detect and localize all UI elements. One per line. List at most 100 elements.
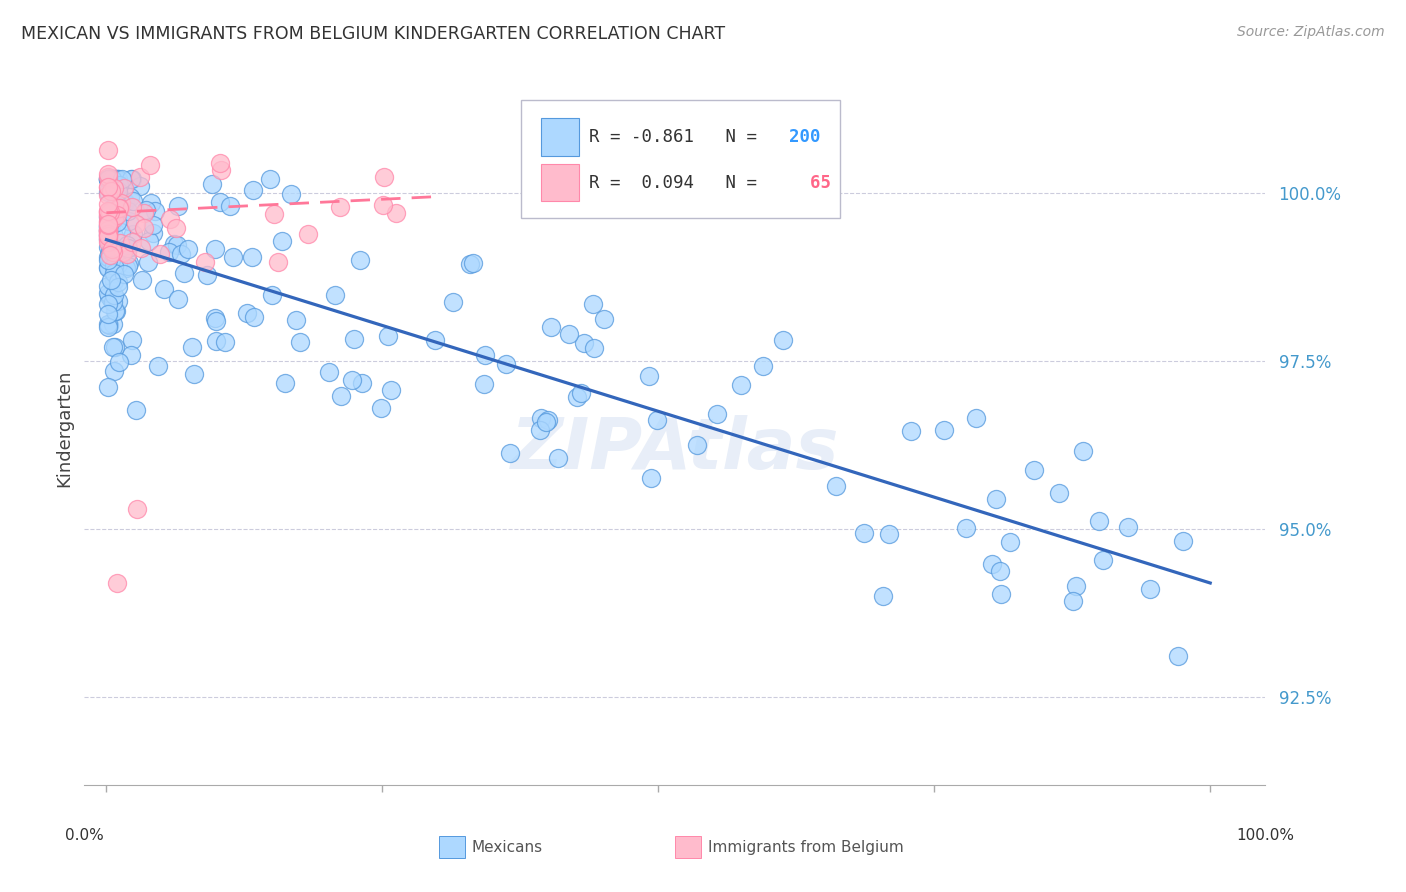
Text: R =  0.094   N =: R = 0.094 N = [589,174,768,192]
Point [135,203,157,218]
Point [581,297,603,311]
Point [547,451,569,466]
Point [96,206,118,220]
Point [108,354,131,368]
Point [97,172,120,186]
Point [138,234,160,248]
Point [100,273,122,287]
Point [872,589,894,603]
Point [120,348,142,362]
Point [96,223,118,237]
Point [96,196,118,211]
Point [825,479,848,493]
Point [1062,594,1084,608]
Point [101,242,124,256]
Point [97,232,120,246]
Text: Immigrants from Belgium: Immigrants from Belgium [709,839,904,855]
Point [96,223,118,237]
Point [101,340,124,354]
Point [96,214,118,228]
Point [96,297,118,311]
Point [107,172,129,186]
Point [97,317,120,331]
Point [108,236,131,251]
Point [157,244,180,259]
Point [107,257,129,271]
Point [120,172,142,186]
Point [209,156,232,170]
Point [329,200,352,214]
Point [571,385,593,400]
Point [540,320,562,334]
Point [730,378,752,392]
Point [107,172,129,186]
Point [96,222,118,236]
Point [136,255,159,269]
Point [96,380,118,394]
Point [107,201,129,215]
Point [984,492,1007,507]
Point [98,222,121,236]
Point [97,172,120,186]
Point [105,208,128,222]
Point [645,413,668,427]
Point [329,389,352,403]
Point [159,212,181,227]
Point [100,172,122,186]
Point [686,438,709,452]
Point [472,376,495,391]
Point [637,368,659,383]
Point [96,180,118,194]
Point [441,295,464,310]
Point [96,172,118,186]
Point [219,199,242,213]
Point [111,192,134,206]
Point [877,527,900,541]
Point [370,401,392,415]
Point [111,172,134,186]
Point [955,521,977,535]
Point [111,245,134,260]
Point [205,314,228,328]
Point [96,235,118,249]
Point [97,217,120,231]
Point [285,313,308,327]
Point [96,319,118,334]
Point [121,172,143,186]
Point [537,413,560,427]
Point [96,172,118,186]
Point [98,244,121,258]
Point [101,215,124,229]
Point [122,227,145,241]
Point [96,260,118,275]
Point [572,335,595,350]
Point [142,226,165,240]
Point [105,304,128,318]
Point [1088,514,1111,528]
Point [180,340,202,354]
Point [965,411,987,425]
Point [117,214,139,228]
Point [118,190,141,204]
Point [100,292,122,306]
Point [125,217,148,231]
Point [349,253,371,268]
Point [495,358,517,372]
Point [167,199,190,213]
Point [107,576,129,591]
Point [96,188,118,202]
Point [104,172,127,186]
Point [96,232,118,246]
Point [169,247,191,261]
Point [103,178,125,192]
Point [96,204,118,219]
Point [115,237,138,252]
Text: 100.0%: 100.0% [1236,828,1295,843]
Point [461,255,484,269]
Point [153,282,176,296]
Point [118,255,141,269]
Point [96,179,118,194]
Point [98,289,121,303]
Point [242,310,264,324]
Text: 200: 200 [789,128,821,146]
